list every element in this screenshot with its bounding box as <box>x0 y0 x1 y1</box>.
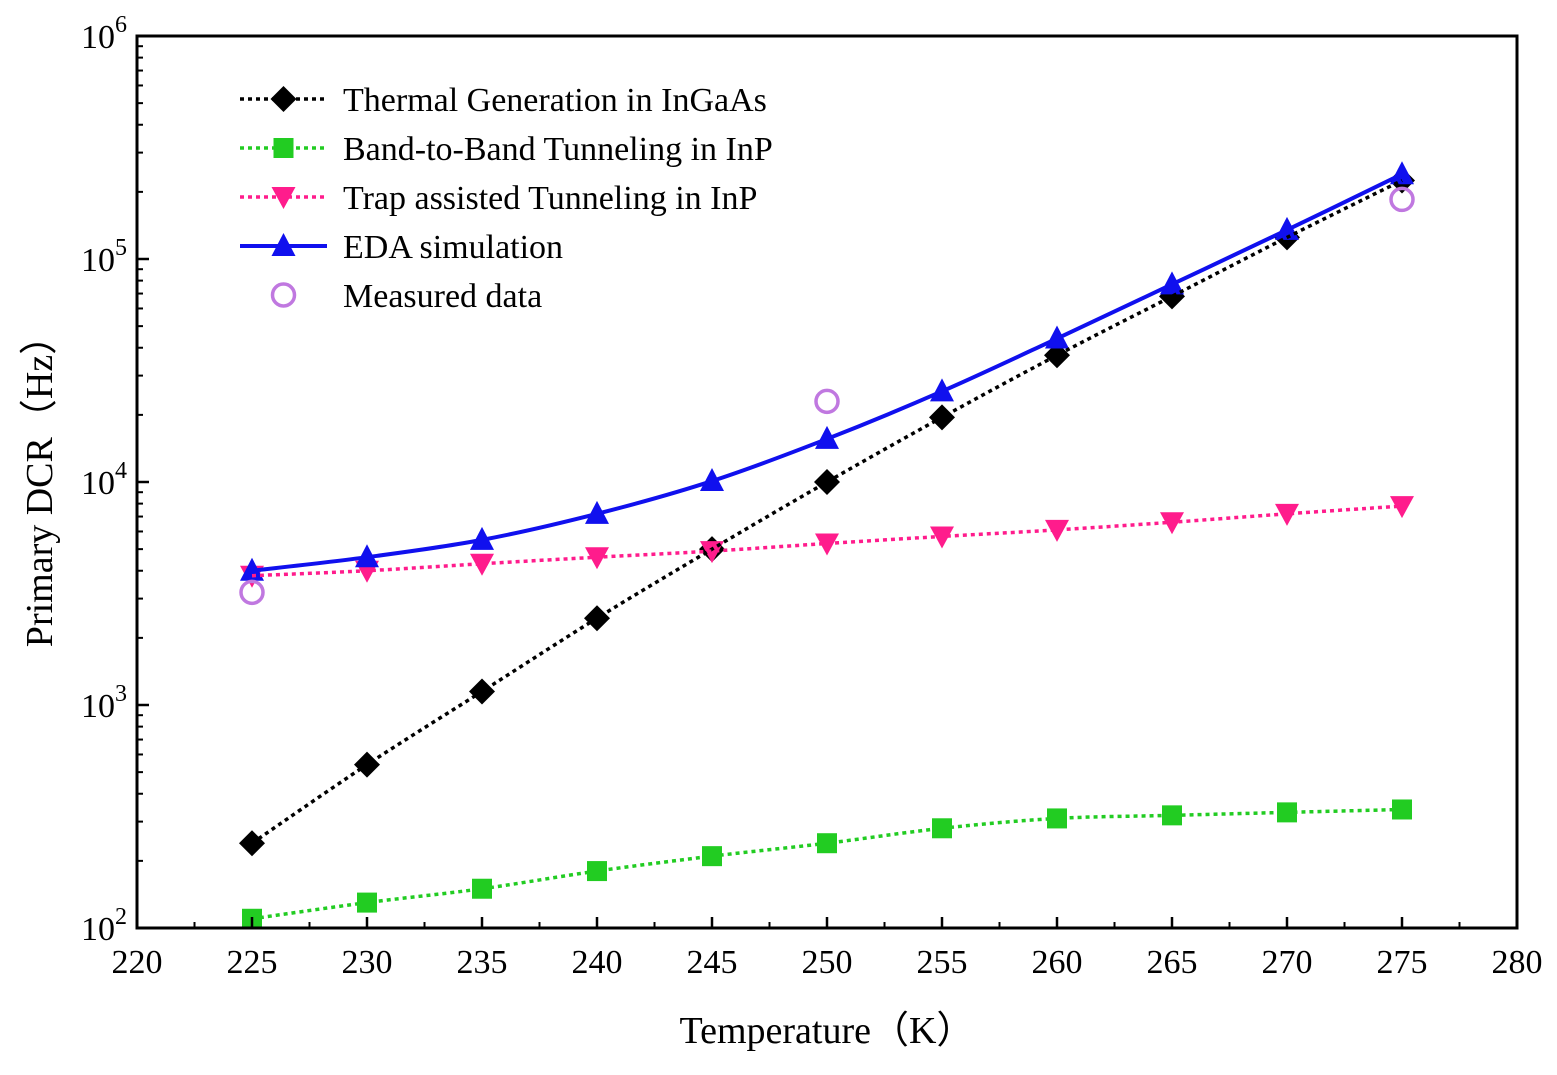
legend-marker-2 <box>273 138 294 158</box>
series-line-2 <box>251 807 1403 921</box>
legend: Thermal Generation in InGaAs Band-to-Band… <box>240 82 773 315</box>
series-2-point <box>357 892 377 913</box>
series-5-point <box>814 388 840 415</box>
x-tick-label: 250 <box>802 944 853 981</box>
legend-marker-1 <box>270 86 297 112</box>
series-2-point <box>587 861 607 882</box>
series-line-1 <box>251 178 1403 845</box>
y-tick-base: 10 <box>81 911 115 948</box>
y-tick-exponent: 5 <box>115 235 127 261</box>
legend-label-2: Band-to-Band Tunneling in InP <box>343 131 773 168</box>
y-tick-exponent: 2 <box>115 904 127 930</box>
y-tick-base: 10 <box>81 688 115 725</box>
series-1-point <box>814 469 840 495</box>
series-3-point <box>1045 519 1069 542</box>
legend-label-1: Thermal Generation in InGaAs <box>343 82 767 119</box>
x-tick-label: 240 <box>572 944 623 981</box>
series-1-point <box>1044 342 1070 369</box>
series-2-point <box>817 833 837 854</box>
ticks-layer: 220 225 230 235 240 245 250 255 260 265 270 275 2801… <box>81 12 1543 981</box>
legend-marker-4 <box>271 233 296 256</box>
y-tick-base: 10 <box>81 465 115 502</box>
series-5-point <box>1389 186 1415 213</box>
legend-marker-5 <box>270 282 297 308</box>
x-tick-label: 225 <box>227 944 278 981</box>
series-5-point <box>239 579 265 606</box>
y-tick-base: 10 <box>81 242 115 279</box>
x-tick-label: 245 <box>687 944 738 981</box>
series-2-point <box>1392 799 1412 820</box>
y-tick-exponent: 3 <box>115 681 127 707</box>
series-2-point <box>472 878 492 899</box>
series-layer <box>239 161 1415 929</box>
x-axis-title: Temperature（K） <box>680 1010 975 1052</box>
y-axis-title: Primary DCR（Hz） <box>19 317 61 647</box>
series-line-4 <box>251 172 1403 573</box>
x-tick-label: 260 <box>1032 944 1083 981</box>
y-tick-exponent: 4 <box>115 458 127 484</box>
legend-label-3: Trap assisted Tunneling in InP <box>343 180 757 217</box>
series-3-point <box>470 553 494 576</box>
y-tick-exponent: 6 <box>115 12 127 38</box>
series-2-point <box>1162 805 1182 826</box>
series-3-point <box>815 533 839 556</box>
x-tick-label: 230 <box>342 944 393 981</box>
x-tick-label: 275 <box>1377 944 1428 981</box>
x-tick-label: 280 <box>1492 944 1543 981</box>
legend-label-5: Measured data <box>343 278 542 315</box>
x-tick-label: 255 <box>917 944 968 981</box>
y-tick-label: 106 <box>81 12 127 56</box>
y-tick-label: 103 <box>81 681 127 725</box>
x-tick-label: 270 <box>1262 944 1313 981</box>
y-tick-label: 102 <box>81 904 127 948</box>
y-tick-label: 105 <box>81 235 127 279</box>
legend-marker-3 <box>271 187 296 209</box>
series-2-point <box>932 818 952 839</box>
y-tick-base: 10 <box>81 19 115 56</box>
x-tick-label: 235 <box>457 944 508 981</box>
x-tick-label: 265 <box>1147 944 1198 981</box>
legend-label-4: EDA simulation <box>343 229 563 266</box>
y-tick-label: 104 <box>81 458 127 502</box>
x-tick-label: 220 <box>112 944 163 981</box>
series-line-3 <box>251 504 1403 578</box>
series-3-point <box>1275 503 1299 526</box>
